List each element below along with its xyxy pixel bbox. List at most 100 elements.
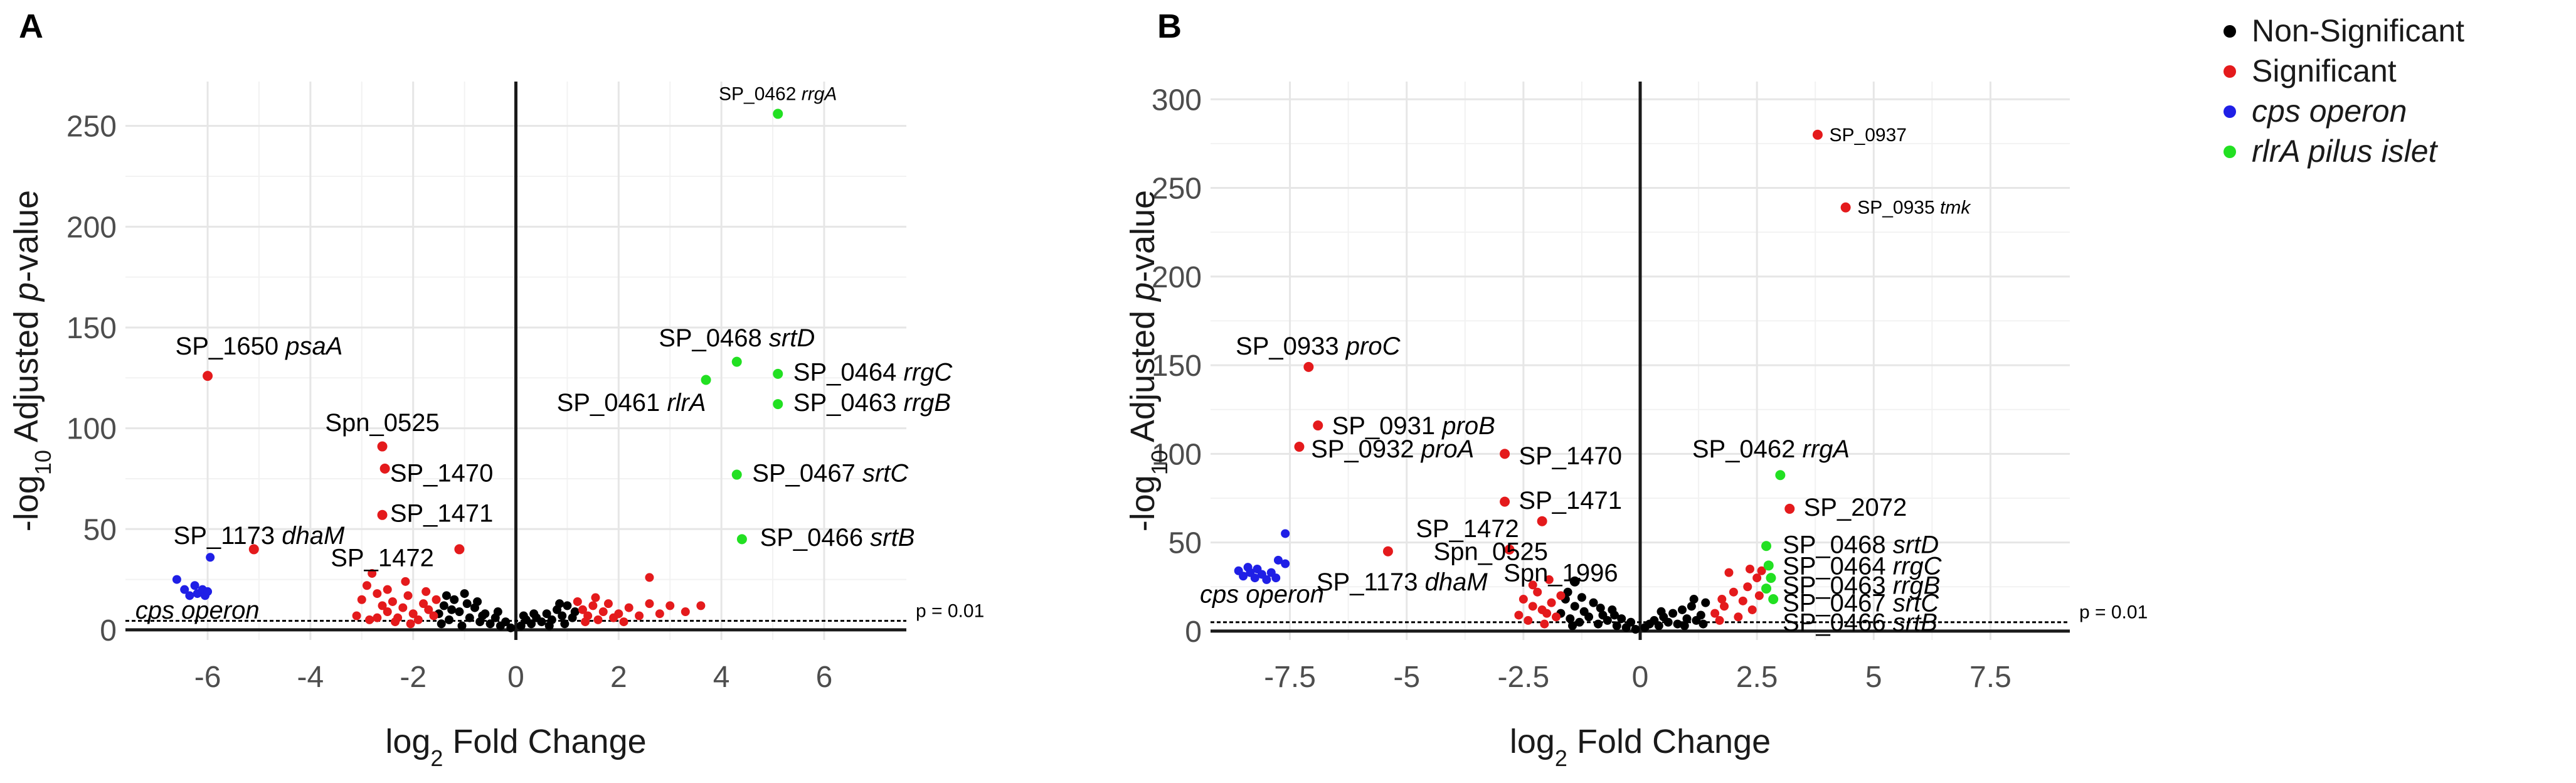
panel-b-gene-label: SP_1470 [1519, 442, 1622, 470]
panel-b-gene-label: SP_0466 srtB [1783, 609, 1937, 637]
panel-a-point-sig [588, 601, 598, 610]
panel-b-point-nonsig [1593, 619, 1603, 629]
panel-a-point-sig [593, 615, 603, 624]
panel-b-point-nonsig [1568, 621, 1577, 631]
legend-label-2: cps operon [2252, 93, 2407, 129]
panel-b-point-sig [1747, 605, 1757, 614]
panel-a-point-sig [603, 599, 613, 609]
panel-a-gene-label: SP_0466 srtB [760, 524, 915, 551]
panel-a-point-sig [408, 609, 418, 619]
legend-key-2 [2224, 105, 2236, 118]
panel-a-point-sig [419, 599, 428, 609]
panel-a-point-nonsig [529, 609, 539, 619]
panel-b-point-cps [1273, 555, 1283, 565]
panel-b-point-nonsig [1680, 621, 1689, 631]
panel-a-point-labeled-sig [203, 371, 213, 381]
panel-a-point-sig [391, 617, 400, 627]
panel-b-point-nonsig [1673, 619, 1682, 629]
panel-a-gene-label: SP_0468 srtD [659, 324, 815, 352]
panel-b-point-sig [1743, 582, 1752, 592]
panel-a-point-labeled-pilus [773, 109, 783, 119]
panel-a-point-labeled-sig [248, 544, 259, 555]
panel-a-point-labeled-sig [377, 509, 388, 520]
panel-b-point-labeled-pilus [1766, 573, 1776, 583]
panel-b-gene-label: SP_0464 rrgC [1783, 552, 1943, 580]
panel-a-point-sig [429, 611, 438, 621]
panel-a-gene-label: SP_0462 rrgA [719, 83, 837, 104]
panel-b-point-nonsig [1563, 587, 1572, 597]
panel-b-point-labeled-sig [1504, 544, 1515, 555]
panel-b-point-sig [1715, 615, 1724, 625]
panel-a-x-tick-label: -4 [297, 661, 324, 694]
panel-b-y-tick-label: 300 [1152, 83, 1202, 117]
panel-b-point-sig [1547, 598, 1556, 607]
panel-a-point-sig [645, 599, 654, 609]
panel-b-point-sig [1710, 609, 1720, 618]
panel-a-point-sig [368, 568, 377, 578]
panel-b-point-sig [1717, 595, 1727, 604]
panel-a-y-axis-title: -log10 Adjusted p-value [8, 190, 56, 531]
panel-a-point-sig [614, 609, 623, 619]
panel-a-point-cps [190, 581, 199, 590]
panel-b-point-nonsig [1701, 598, 1710, 607]
panel-b-y-tick-label: 100 [1152, 438, 1202, 471]
panel-a-point-sig [581, 617, 590, 627]
panel-a-y-tick-label: 200 [66, 211, 117, 244]
panel-b-point-labeled-sig [1840, 202, 1851, 213]
panel-a-point-sig [398, 603, 408, 612]
panel-b-gene-label: SP_0937 [1830, 125, 1907, 146]
legend-key-3 [2224, 146, 2236, 158]
panel-b-point-labeled-pilus [1761, 541, 1772, 551]
panel-a-point-labeled-pilus [731, 356, 742, 367]
panel-b-point-nonsig [1596, 604, 1605, 613]
panel-a-point-sig [578, 605, 587, 614]
panel-b-x-axis-title: log2 Fold Change [1510, 723, 1771, 771]
panel-b-point-nonsig [1663, 617, 1673, 627]
panel-b-point-labeled-sig [1784, 503, 1795, 514]
panel-a-point-nonsig [501, 617, 511, 627]
panel-a-point-sig [357, 595, 366, 604]
panel-b-point-labeled-sig [1313, 420, 1323, 431]
panel-b-point-labeled-pilus [1761, 583, 1772, 594]
panel-a-gene-label: SP_1472 [331, 544, 434, 572]
panel-b-y-tick-label: 50 [1169, 527, 1202, 560]
panel-b-point-labeled-pilus [1768, 594, 1779, 605]
panel-b-point-cps [1281, 559, 1290, 568]
panel-b-x-tick-label: -2.5 [1497, 661, 1549, 694]
panel-b-point-nonsig [1689, 595, 1699, 604]
panel-b-point-cps [1262, 575, 1271, 584]
panel-a-point-sig [619, 617, 628, 627]
panel-a-point-nonsig [558, 611, 567, 621]
panel-a-gene-label: SP_1470 [390, 459, 494, 487]
panel-a-point-nonsig [442, 591, 451, 600]
panel-b-gene-label: SP_0933 proC [1236, 333, 1401, 360]
panel-b-point-labeled-sig [1303, 361, 1314, 372]
panel-a-point-sig [406, 619, 415, 629]
panel-a-point-nonsig [560, 619, 570, 629]
panel-a-point-sig [365, 615, 374, 624]
panel-b-point-sig [1752, 573, 1762, 583]
legend-label-3: rlrA pilus islet [2252, 134, 2439, 169]
legend-label-1: Significant [2252, 53, 2397, 88]
panel-a-point-nonsig [519, 611, 528, 621]
panel-a-point-sig [388, 597, 397, 606]
panel-b-x-tick-label: 2.5 [1736, 661, 1778, 694]
panel-b-point-sig [1537, 605, 1547, 614]
panel-b-gene-label: SP_0932 proA [1311, 435, 1474, 463]
panel-a-point-nonsig [445, 615, 454, 624]
panel-a-point-nonsig [563, 601, 572, 610]
panel-b-gene-label: SP_1173 dhaM [1317, 568, 1488, 596]
panel-a-point-nonsig [460, 589, 469, 599]
panel-b-point-nonsig [1603, 615, 1612, 625]
panel-b-gene-label: SP_0468 srtD [1783, 531, 1939, 558]
panel-b-point-nonsig [1678, 605, 1687, 614]
panel-b-point-sig [1533, 587, 1542, 597]
panel-a-point-sig [403, 591, 413, 600]
panel-a-point-sig [373, 589, 382, 599]
panel-a-point-nonsig [439, 601, 448, 610]
panel-b-point-nonsig [1699, 619, 1708, 629]
panel-b-point-nonsig [1575, 617, 1584, 627]
panel-a-point-sig [362, 581, 371, 590]
panel-a-point-nonsig [478, 611, 487, 621]
panel-a-point-sig [421, 587, 431, 596]
